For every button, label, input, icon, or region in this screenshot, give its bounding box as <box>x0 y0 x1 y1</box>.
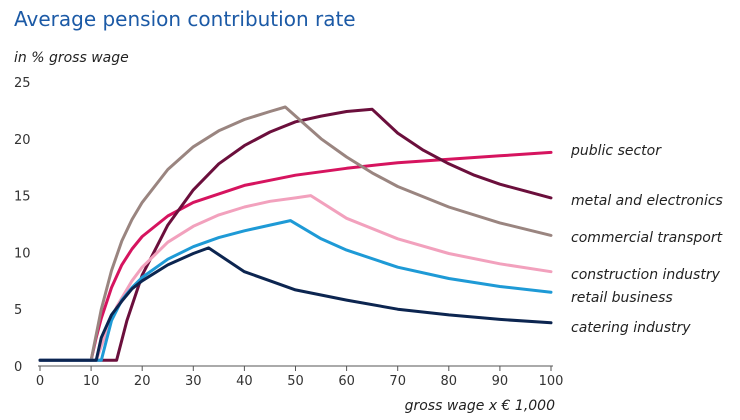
legend: public sector metal and electronics commer… <box>570 143 723 336</box>
legend-label-commercial-transport: commercial transport <box>571 230 723 246</box>
x-tick-label: 60 <box>338 374 355 389</box>
chart-title: Average pension contribution rate <box>14 7 356 31</box>
y-tick-label: 10 <box>14 246 31 261</box>
y-tick-label: 15 <box>14 190 31 205</box>
legend-label-catering-industry: catering industry <box>571 320 691 336</box>
legend-label-public-sector: public sector <box>570 143 662 159</box>
x-tick-label: 90 <box>492 374 509 389</box>
legend-label-retail-business: retail business <box>571 290 673 306</box>
plot-area <box>38 105 553 362</box>
y-tick-label: 25 <box>14 76 31 91</box>
series-line-catering-industry <box>38 246 553 362</box>
x-axis-label: gross wage x € 1,000 <box>405 398 555 414</box>
x-tick-label: 40 <box>236 374 253 389</box>
x-tick-label: 30 <box>185 374 202 389</box>
y-axis-label: in % gross wage <box>14 50 129 66</box>
y-tick-label: 5 <box>14 303 22 318</box>
y-tick-label: 0 <box>14 360 22 375</box>
series-line-commercial-transport <box>38 105 553 362</box>
legend-label-construction-industry: construction industry <box>571 267 721 283</box>
x-tick-label: 70 <box>389 374 406 389</box>
x-tick-label: 50 <box>287 374 304 389</box>
x-tick-label: 80 <box>441 374 458 389</box>
x-tick-label: 100 <box>539 374 564 389</box>
x-tick-label: 10 <box>83 374 100 389</box>
legend-label-metal-and-electronics: metal and electronics <box>571 193 723 209</box>
series-line-metal-and-electronics <box>38 107 553 362</box>
x-tick-label: 0 <box>36 374 44 389</box>
x-tick-label: 20 <box>134 374 151 389</box>
axes: 0 10 20 30 40 50 60 70 80 90 100 0 5 10 15 20 25 <box>14 76 563 389</box>
y-tick-label: 20 <box>14 133 31 148</box>
